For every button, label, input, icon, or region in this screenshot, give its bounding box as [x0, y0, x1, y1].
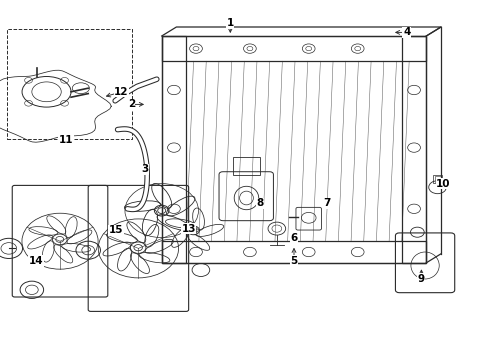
Text: 14: 14	[28, 256, 43, 266]
Text: 3: 3	[141, 164, 148, 174]
Text: 7: 7	[323, 198, 331, 208]
Bar	[162, 241, 426, 263]
Text: 12: 12	[114, 87, 129, 97]
Text: 2: 2	[128, 99, 135, 109]
Text: 1: 1	[227, 18, 234, 28]
Bar	[7, 29, 132, 139]
Text: 5: 5	[291, 256, 297, 266]
Bar	[233, 157, 260, 175]
Text: 9: 9	[418, 274, 425, 284]
Bar	[402, 36, 426, 263]
Text: 6: 6	[291, 233, 297, 243]
Bar	[162, 36, 426, 263]
Text: 10: 10	[436, 179, 451, 189]
Bar	[162, 36, 426, 61]
Text: 13: 13	[181, 224, 196, 234]
Bar	[162, 36, 186, 263]
Text: 11: 11	[59, 135, 74, 145]
Text: 4: 4	[403, 27, 411, 37]
Text: 15: 15	[109, 225, 123, 235]
Bar	[435, 176, 441, 182]
Text: 8: 8	[256, 198, 263, 208]
Bar	[433, 175, 442, 183]
